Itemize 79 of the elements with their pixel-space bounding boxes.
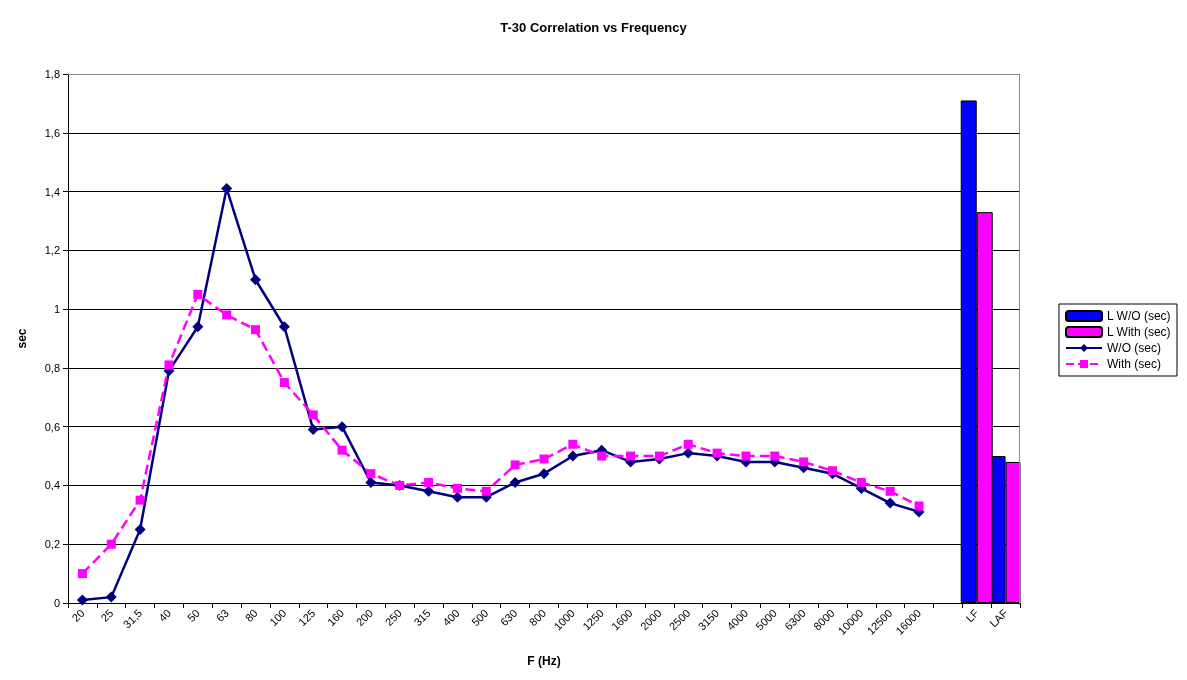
point — [597, 451, 607, 461]
point — [278, 321, 290, 333]
x-tick-label: 40 — [156, 606, 174, 624]
point — [76, 594, 88, 606]
point — [307, 424, 319, 436]
point — [336, 421, 348, 433]
point — [451, 491, 463, 503]
point — [308, 410, 318, 420]
point — [105, 591, 117, 603]
x-tick-label: 315 — [411, 606, 433, 629]
point — [770, 451, 780, 461]
x-tick-label: 80 — [242, 606, 260, 624]
point — [682, 447, 694, 459]
legend-label: L With (sec) — [1106, 325, 1171, 339]
x-tick-label: 200 — [353, 606, 376, 629]
point — [856, 478, 866, 488]
point — [741, 451, 751, 461]
y-tick-label: 1,8 — [44, 68, 60, 80]
point — [884, 497, 896, 509]
legend-label: With (sec) — [1106, 357, 1161, 371]
point — [77, 569, 87, 579]
y-tick-label: 1,2 — [44, 244, 60, 257]
x-tick-label: 125 — [296, 606, 318, 629]
x-tick-label: 25 — [98, 606, 116, 624]
point — [365, 477, 377, 489]
point — [164, 360, 174, 370]
x-tick-label: 400 — [440, 606, 462, 629]
y-tick-label: 0 — [53, 597, 60, 609]
point — [567, 450, 579, 462]
point — [827, 466, 837, 476]
point — [452, 483, 462, 493]
x-axis-title: F (Hz) — [527, 654, 561, 668]
x-tick-label: 50 — [184, 606, 203, 624]
point — [914, 501, 924, 511]
y-tick-label: 1,4 — [44, 185, 60, 198]
point — [510, 460, 520, 470]
x-tick-label: LAF — [987, 606, 1011, 630]
x-tick-label: 160 — [324, 606, 347, 629]
point — [654, 451, 664, 461]
point — [135, 495, 145, 505]
x-tick-label: 630 — [497, 606, 520, 629]
point — [683, 439, 693, 449]
point — [424, 478, 434, 488]
x-tick-label: 250 — [382, 606, 404, 629]
x-tick-label: LF — [963, 606, 982, 625]
point — [538, 468, 550, 480]
y-tick-label: 0,8 — [44, 361, 60, 374]
point — [568, 439, 578, 449]
x-tick-label: 800 — [526, 606, 549, 629]
legend-label: W/O (sec) — [1106, 341, 1161, 355]
x-tick-label: 20 — [69, 606, 87, 624]
point — [279, 378, 289, 388]
point — [222, 310, 232, 320]
point — [799, 457, 809, 467]
x-tick-label: 500 — [469, 606, 491, 629]
point — [539, 454, 549, 464]
point — [193, 289, 203, 299]
point — [106, 539, 116, 549]
point — [366, 469, 376, 479]
point — [134, 524, 146, 536]
y-tick-label: 0,6 — [44, 420, 60, 433]
point — [712, 448, 722, 458]
x-tick-label: 100 — [267, 606, 289, 629]
point — [337, 445, 347, 455]
y-tick-label: 1,6 — [44, 126, 60, 139]
point — [250, 274, 262, 286]
y-axis-title: sec — [15, 328, 29, 349]
legend-label: L W/O (sec) — [1106, 309, 1171, 323]
x-tick-label: 63 — [213, 606, 231, 624]
point — [481, 486, 491, 496]
point — [885, 486, 895, 496]
point — [251, 325, 261, 335]
y-tick-label: 0,4 — [44, 479, 60, 492]
y-tick-label: 0,2 — [44, 538, 60, 551]
point — [192, 321, 204, 333]
chart-title: T-30 Correlation vs Frequency — [500, 20, 688, 35]
y-tick-label: 1 — [53, 303, 60, 316]
point — [509, 477, 521, 489]
point — [626, 451, 636, 461]
